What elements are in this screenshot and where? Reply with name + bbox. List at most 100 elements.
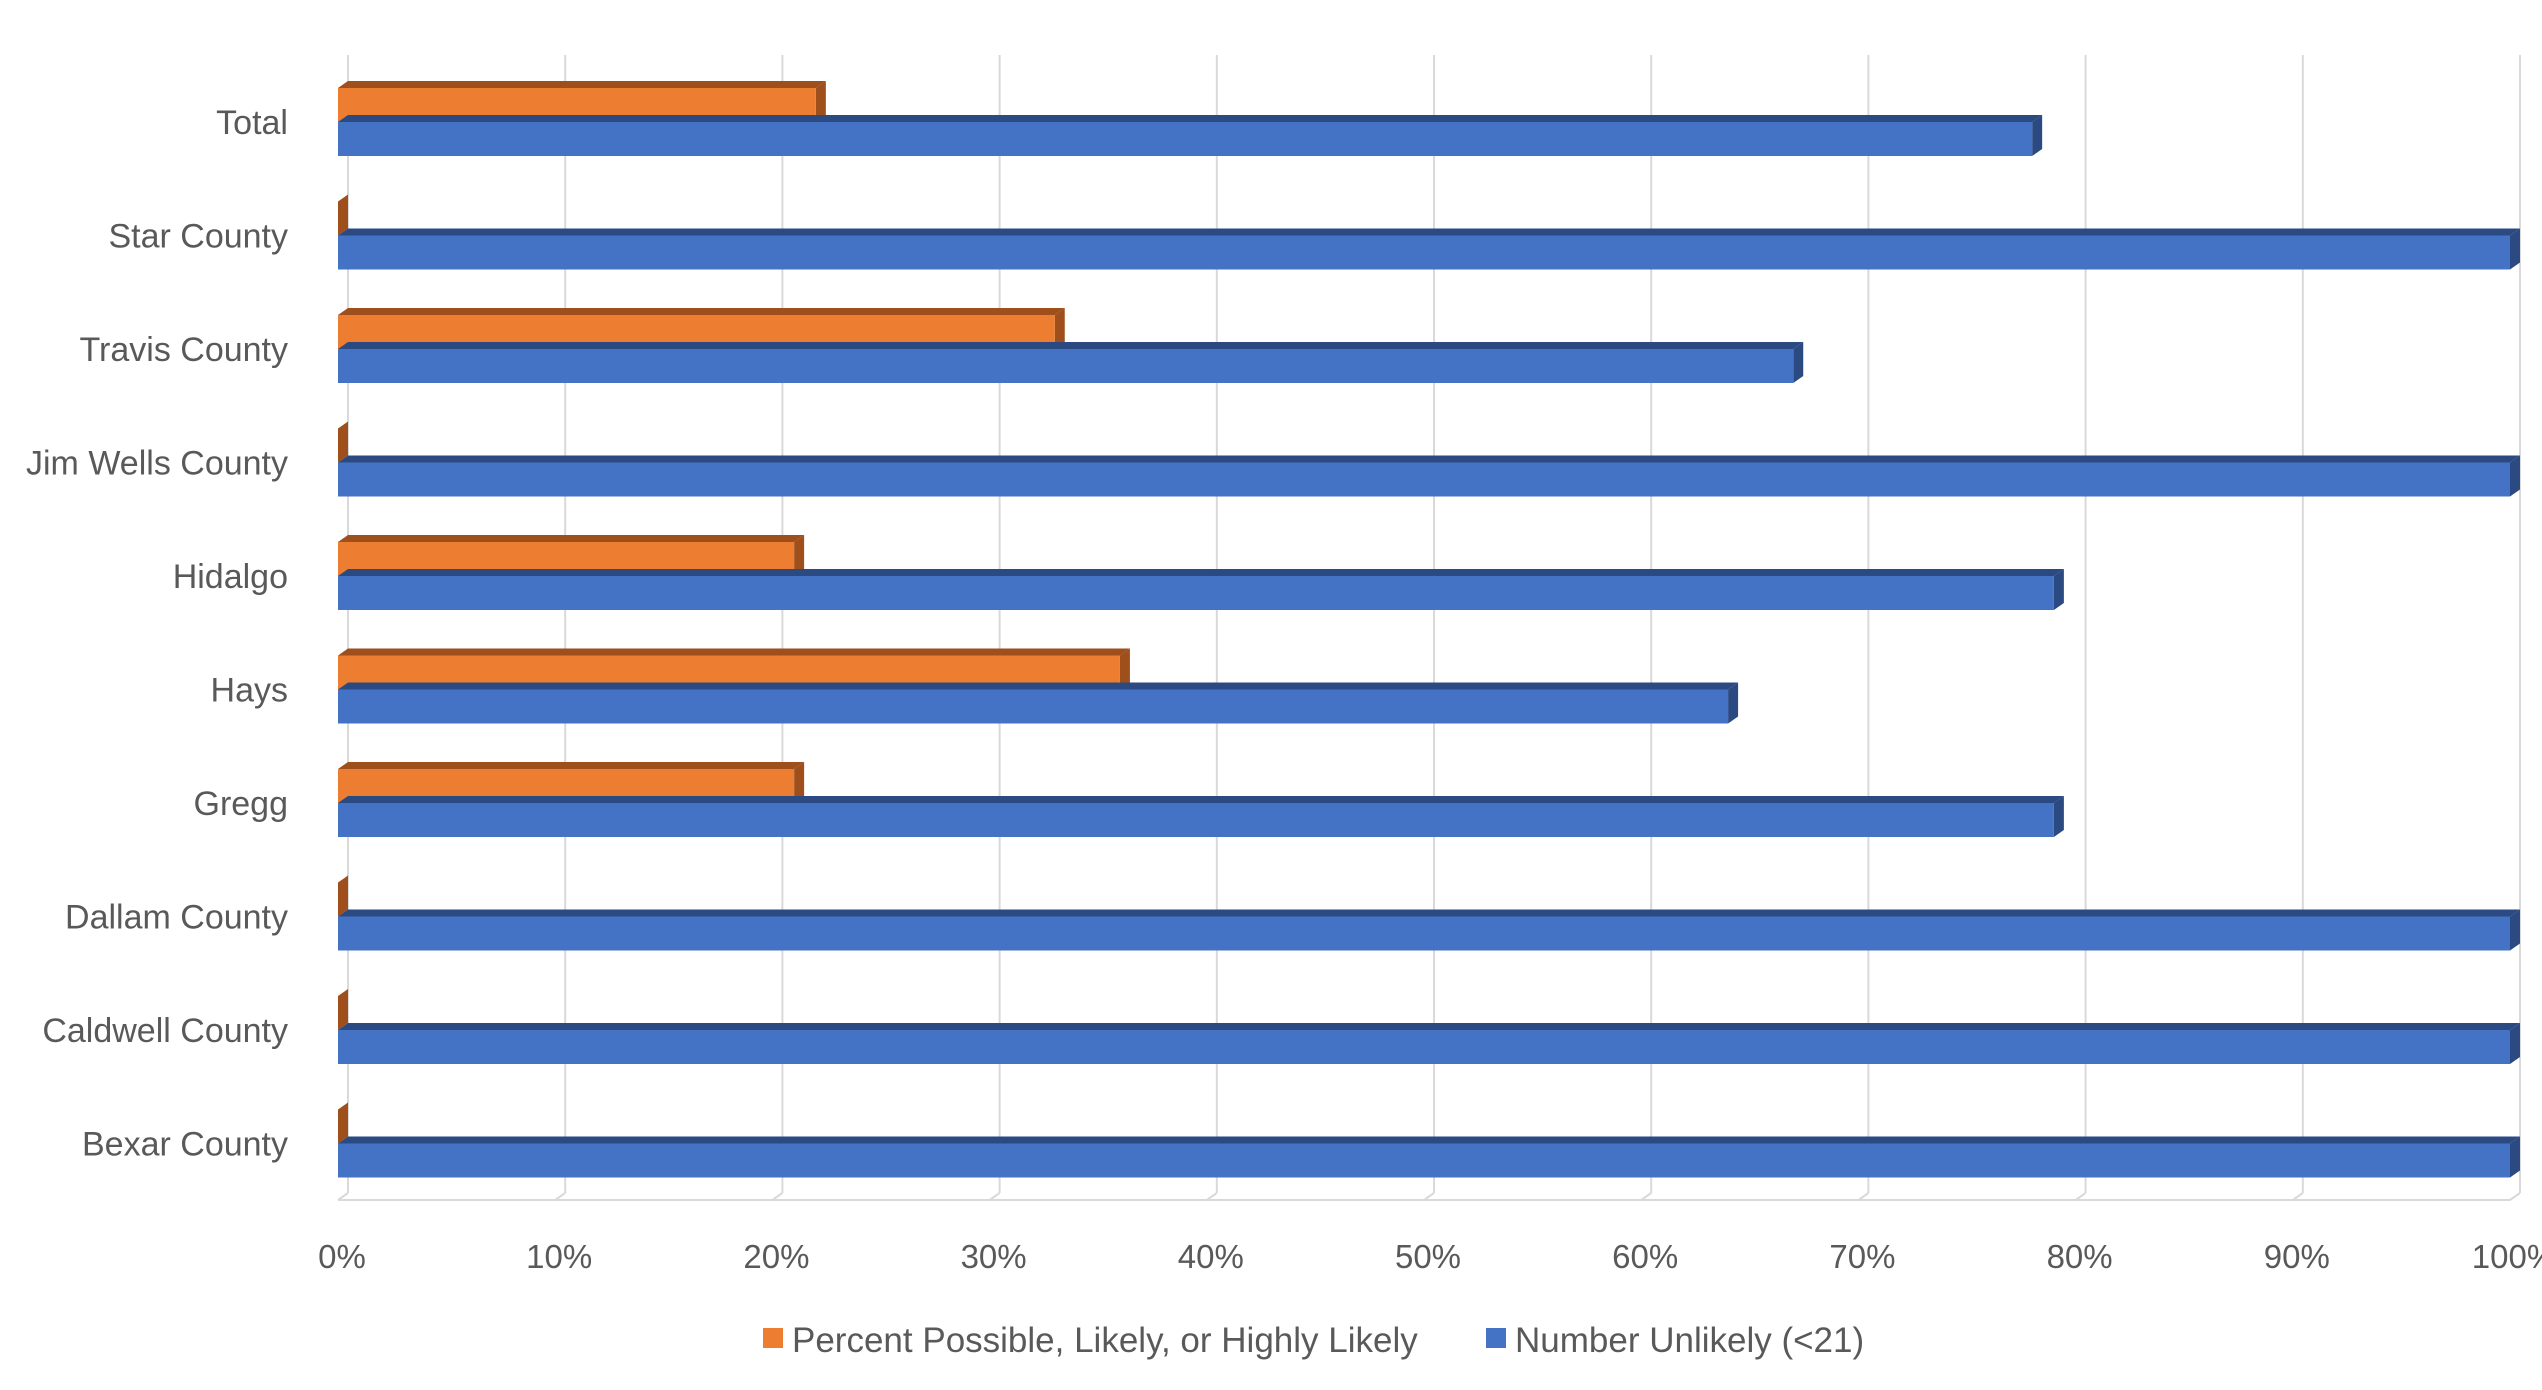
category-labels: Total Star County Travis County Jim Wells C… — [26, 104, 288, 1164]
gridline-foot — [337, 1192, 349, 1201]
bar-unlikely — [338, 569, 2064, 610]
gridline-foot — [2075, 1192, 2087, 1201]
bar-unlikely — [338, 115, 2043, 156]
bars — [338, 81, 2520, 1178]
gridline-foot — [2509, 1192, 2521, 1201]
gridline-foot — [1206, 1192, 1218, 1201]
bar-possible-side — [794, 535, 805, 576]
bar-unlikely-front — [338, 462, 2510, 497]
x-tick-label: 60% — [1612, 1238, 1678, 1275]
gridline-foot — [771, 1192, 783, 1201]
bar-unlikely-side — [1793, 342, 1804, 383]
category-label: Star County — [108, 218, 288, 256]
bar-possible-side — [815, 81, 826, 122]
category-label: Gregg — [194, 785, 289, 823]
bar-unlikely-side — [2053, 796, 2064, 837]
bar-possible-top — [338, 535, 805, 542]
bar-unlikely-front — [338, 349, 1794, 383]
bar-possible — [338, 875, 348, 917]
gridline-foot — [1640, 1192, 1652, 1201]
gridline-foot — [1423, 1192, 1435, 1201]
bar-unlikely-front — [338, 576, 2054, 610]
bar-possible-side — [338, 989, 348, 1030]
category-label: Hays — [211, 672, 288, 710]
category-label: Travis County — [80, 331, 288, 369]
bar-unlikely-top — [338, 796, 2064, 803]
gridline-foot — [989, 1192, 1001, 1201]
legend: Percent Possible, Likely, or Highly Like… — [763, 1321, 1864, 1360]
bar-possible — [338, 194, 348, 236]
bar-possible-side — [1119, 648, 1130, 690]
legend-swatch-possible — [763, 1328, 783, 1348]
bar-unlikely — [338, 909, 2520, 951]
bar-possible-side — [338, 875, 348, 917]
gridline-foot — [554, 1192, 566, 1201]
bar-unlikely — [338, 1023, 2520, 1064]
x-tick-label: 50% — [1395, 1238, 1461, 1275]
bar-possible-top — [338, 648, 1130, 656]
bar-unlikely-side — [2053, 569, 2064, 610]
bar-unlikely-top — [338, 228, 2520, 236]
x-tick-label: 100% — [2472, 1238, 2542, 1275]
bar-unlikely-front — [338, 1030, 2510, 1064]
bar-unlikely — [338, 342, 1804, 383]
legend-label-possible: Percent Possible, Likely, or Highly Like… — [792, 1321, 1418, 1360]
bar-possible — [338, 989, 348, 1030]
bar-possible — [338, 421, 348, 463]
gridline-foot — [1857, 1192, 1869, 1201]
bar-unlikely-top — [338, 342, 1804, 349]
bar-unlikely-top — [338, 909, 2520, 917]
bar-unlikely-front — [338, 235, 2510, 270]
bar-unlikely — [338, 228, 2520, 270]
x-tick-label: 80% — [2047, 1238, 2113, 1275]
bar-unlikely-front — [338, 803, 2054, 837]
category-label: Bexar County — [82, 1126, 288, 1164]
legend-swatch-unlikely — [1486, 1328, 1506, 1348]
bar-unlikely-front — [338, 689, 1729, 724]
gridline-foot — [2292, 1192, 2304, 1201]
bar-unlikely-side — [1728, 682, 1739, 724]
bar-unlikely — [338, 455, 2520, 497]
bar-unlikely-side — [2510, 1136, 2520, 1178]
bar-possible — [338, 1102, 348, 1144]
bar-unlikely-top — [338, 1136, 2520, 1144]
x-tick-label: 20% — [743, 1238, 809, 1275]
bar-possible-side — [338, 194, 348, 236]
bar-unlikely-top — [338, 115, 2043, 122]
bar-unlikely-top — [338, 1023, 2520, 1030]
x-tick-label: 40% — [1178, 1238, 1244, 1275]
category-label: Hidalgo — [173, 558, 288, 596]
bar-unlikely-side — [2510, 909, 2520, 951]
legend-label-unlikely: Number Unlikely (<21) — [1515, 1321, 1864, 1360]
x-tick-label: 30% — [961, 1238, 1027, 1275]
x-tick-label: 10% — [526, 1238, 592, 1275]
bar-unlikely-side — [2510, 455, 2520, 497]
bar-unlikely-front — [338, 122, 2033, 156]
bar-possible-side — [1054, 308, 1065, 349]
category-label: Dallam County — [65, 899, 288, 937]
bar-unlikely-top — [338, 682, 1739, 690]
bar-unlikely-top — [338, 455, 2520, 463]
category-label: Total — [216, 104, 288, 142]
category-label: Jim Wells County — [26, 445, 288, 483]
bar-possible-top — [338, 308, 1065, 315]
bar-possible-side — [794, 762, 805, 803]
bar-possible-side — [338, 421, 348, 463]
category-label: Caldwell County — [42, 1012, 288, 1050]
bar-possible-top — [338, 81, 826, 88]
bar-unlikely-side — [2510, 228, 2520, 270]
bar-unlikely-side — [2032, 115, 2043, 156]
bar-unlikely — [338, 796, 2064, 837]
bar-unlikely-top — [338, 569, 2064, 576]
x-tick-label: 0% — [318, 1238, 366, 1275]
bar-possible-side — [338, 1102, 348, 1144]
bar-unlikely-front — [338, 1143, 2510, 1178]
bar-unlikely-side — [2510, 1023, 2520, 1064]
x-tick-label: 90% — [2264, 1238, 2330, 1275]
bar-unlikely — [338, 682, 1739, 724]
bar-possible-top — [338, 762, 805, 769]
bar-unlikely-front — [338, 916, 2510, 951]
x-axis-tick-labels: 0% 10% 20% 30% 40% 50% 60% 70% 80% 90% 100% — [318, 1238, 2542, 1275]
bar-unlikely — [338, 1136, 2520, 1178]
